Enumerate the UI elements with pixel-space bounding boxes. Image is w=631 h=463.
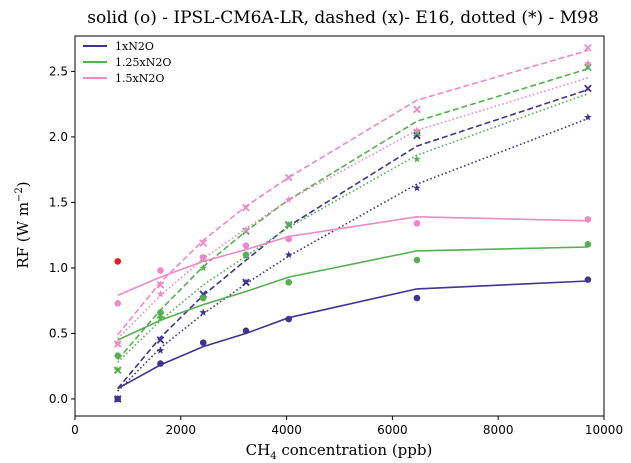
series-0-m98-point	[242, 278, 250, 286]
series-2-m98-line	[117, 77, 589, 340]
series-0-m98-point	[199, 308, 207, 316]
series-1-m98-point	[199, 263, 207, 272]
y-tick-label: 2.0	[49, 130, 68, 144]
series-2-ipsl-point	[242, 242, 250, 249]
series-2-ipsl-point	[584, 216, 592, 223]
highlight-point	[114, 258, 122, 265]
series-2-m98-point	[413, 126, 421, 134]
series-1-m98-point	[284, 220, 293, 228]
legend-label: 1.25xN2O	[115, 56, 171, 69]
legend-label: 1.5xN2O	[115, 72, 164, 85]
legend: 1xN2O 1.25xN2O 1.5xN2O	[83, 40, 171, 85]
series-2-ipsl-point	[413, 220, 421, 227]
y-tick-label: 1.5	[49, 195, 68, 209]
y-axis-label: RF (W m−2)	[14, 181, 32, 268]
series-1-ipsl-point	[199, 294, 207, 302]
series-0-m98-point	[413, 184, 421, 192]
axes-layer: 0 2000 4000 6000 8000 10000 0.0 0.5 1.0 1.5 2.0 2.5	[49, 35, 623, 437]
series-1-ipsl-point	[114, 352, 122, 360]
series-1-ipsl-point	[285, 279, 293, 286]
series-2-e16-point	[284, 173, 293, 182]
series-layer	[113, 43, 592, 403]
series-2-m98-point	[242, 225, 250, 234]
series-2-ipsl-point	[157, 267, 164, 274]
series-0-m98-line	[117, 117, 589, 392]
series-2-ipsl-line	[117, 215, 588, 297]
series-0-m98-point	[584, 113, 592, 121]
x-axis-label: CH4 concentration (ppb)	[246, 441, 433, 462]
y-tick-label: 2.5	[49, 64, 68, 78]
series-1-m98-line	[117, 92, 589, 363]
series-1-m98-point	[156, 313, 165, 321]
series-0-e16-line	[117, 88, 589, 390]
series-0-m98-point	[156, 346, 165, 354]
series-2-e16-point	[584, 43, 592, 52]
series-2-m98-point	[156, 290, 165, 298]
x-tick-label: 8000	[483, 423, 514, 437]
x-tick-label: 6000	[377, 423, 408, 437]
series-1-ipsl-line	[117, 246, 588, 341]
series-1-m98-point	[413, 155, 421, 163]
series-2-m98-point	[584, 59, 592, 67]
x-tick-label: 2000	[166, 423, 197, 437]
series-0-ipsl-point	[584, 276, 592, 284]
series-0-ipsl-point	[285, 315, 293, 323]
series-0-e16-point	[156, 336, 165, 344]
series-0-m98-point	[113, 395, 122, 403]
series-0-m98-point	[284, 250, 293, 259]
series-0-ipsl-point	[413, 294, 421, 302]
legend-label: 1xN2O	[115, 40, 154, 53]
series-0-ipsl-point	[157, 360, 164, 367]
y-tick-label: 0.5	[49, 326, 68, 340]
x-tick-label: 10000	[585, 423, 623, 437]
series-1-ipsl-point	[584, 241, 592, 248]
series-1-m98-point	[113, 366, 122, 374]
series-1-e16-line	[117, 68, 589, 361]
series-0-e16-point	[584, 84, 592, 93]
y-tick-label: 1.0	[49, 261, 68, 275]
series-2-ipsl-point	[285, 235, 293, 243]
chart-title: solid (o) - IPSL-CM6A-LR, dashed (x)- E1…	[87, 8, 599, 28]
series-1-ipsl-point	[413, 256, 421, 264]
series-0-ipsl-point	[199, 339, 207, 346]
y-tick-label: 0.0	[49, 392, 68, 406]
series-2-e16-point	[156, 281, 165, 289]
series-2-ipsl-point	[114, 300, 122, 307]
x-tick-label: 0	[71, 423, 79, 437]
series-2-e16-point	[242, 203, 250, 212]
series-1-m98-point	[584, 62, 592, 70]
series-2-e16-point	[413, 105, 421, 114]
x-tick-label: 4000	[271, 423, 302, 437]
series-2-e16-line	[117, 49, 589, 336]
series-2-m98-point	[113, 339, 122, 348]
plot-frame	[74, 35, 605, 417]
series-0-ipsl-point	[242, 327, 250, 335]
series-2-m98-point	[199, 253, 207, 261]
series-1-m98-point	[242, 252, 250, 260]
series-2-e16-point	[199, 239, 208, 247]
series-2-m98-point	[284, 195, 293, 203]
